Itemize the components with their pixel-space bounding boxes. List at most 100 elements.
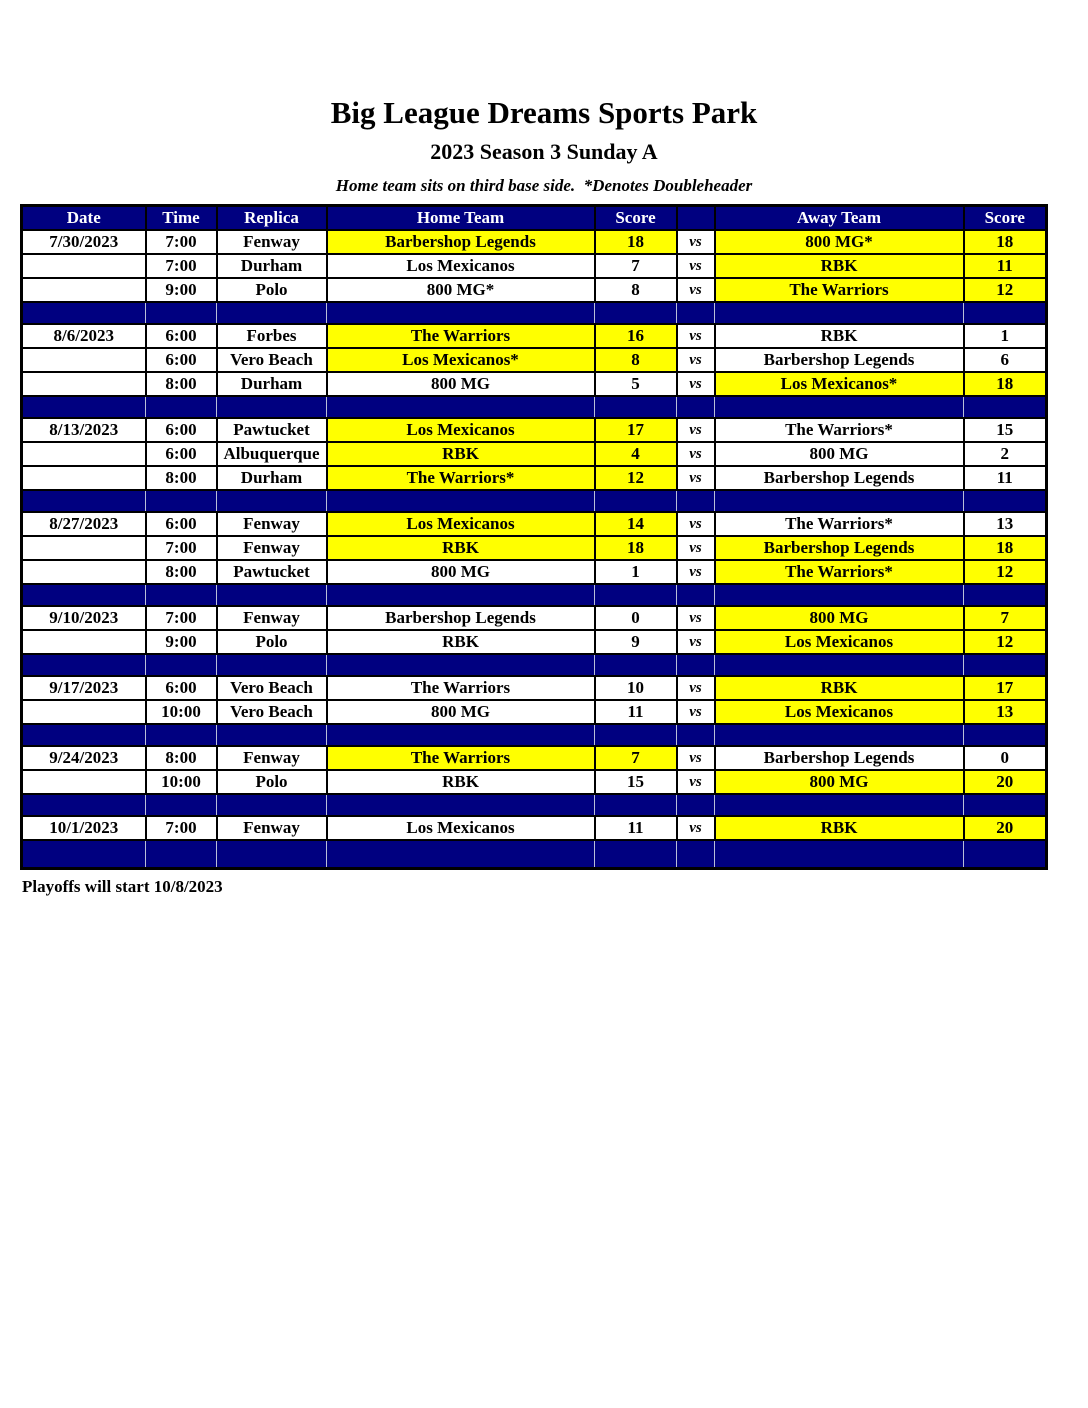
vs-cell: vs — [675, 629, 716, 655]
home-team-cell: Los Mexicanos — [325, 253, 596, 279]
vs-cell: vs — [675, 815, 716, 841]
away-score-cell: 11 — [962, 465, 1048, 491]
time-cell: 10:00 — [144, 769, 218, 795]
game-row: 10/1/2023 7:00 Fenway Los Mexicanos 11 vs RBK 2… — [20, 815, 1048, 841]
separator-cell — [145, 839, 217, 870]
time-cell: 6:00 — [144, 323, 218, 349]
vs-cell: vs — [675, 559, 716, 585]
separator-cell — [326, 723, 595, 747]
home-team-cell: 800 MG — [325, 371, 596, 397]
date-cell: 8/27/2023 — [20, 511, 147, 537]
time-cell: 8:00 — [144, 465, 218, 491]
replica-cell: Polo — [215, 769, 328, 795]
separator-cell — [594, 489, 677, 513]
separator-cell — [963, 653, 1047, 677]
separator-cell — [963, 583, 1047, 607]
date-cell — [20, 371, 147, 397]
schedule-table: Date Time Replica Home Team Score Away Team Sc… — [20, 204, 1048, 870]
date-cell: 9/24/2023 — [20, 745, 147, 771]
vs-cell: vs — [675, 745, 716, 771]
vs-cell: vs — [675, 675, 716, 701]
home-score-cell: 16 — [593, 323, 678, 349]
home-team-cell: Los Mexicanos — [325, 417, 596, 443]
game-row: 8/6/2023 6:00 Forbes The Warriors 16 vs RBK 1 — [20, 323, 1048, 349]
away-team-cell: 800 MG — [713, 769, 965, 795]
home-score-cell: 11 — [593, 815, 678, 841]
home-score-cell: 1 — [593, 559, 678, 585]
replica-cell: Fenway — [215, 511, 328, 537]
home-team-cell: 800 MG — [325, 699, 596, 725]
away-team-cell: The Warriors* — [713, 417, 965, 443]
vs-cell: vs — [675, 347, 716, 373]
replica-cell: Durham — [215, 253, 328, 279]
replica-cell: Fenway — [215, 605, 328, 631]
separator-cell — [714, 653, 964, 677]
vs-cell: vs — [675, 465, 716, 491]
home-score-cell: 5 — [593, 371, 678, 397]
separator-cell — [145, 489, 217, 513]
game-row: 7:00 Fenway RBK 18 vs Barbershop Legends 18 — [20, 535, 1048, 561]
vs-cell: vs — [675, 535, 716, 561]
date-cell: 10/1/2023 — [20, 815, 147, 841]
home-team-cell: The Warriors — [325, 675, 596, 701]
separator-cell — [676, 583, 715, 607]
separator-row — [21, 301, 1047, 325]
playoffs-footer-note: Playoffs will start 10/8/2023 — [22, 877, 223, 896]
home-score-cell: 8 — [593, 347, 678, 373]
separator-cell — [21, 301, 146, 325]
replica-cell: Fenway — [215, 815, 328, 841]
separator-cell — [594, 653, 677, 677]
home-team-cell: RBK — [325, 769, 596, 795]
vs-cell: vs — [675, 253, 716, 279]
separator-cell — [216, 583, 327, 607]
away-score-cell: 15 — [962, 417, 1048, 443]
date-cell: 9/10/2023 — [20, 605, 147, 631]
separator-row — [21, 653, 1047, 677]
date-cell: 8/6/2023 — [20, 323, 147, 349]
home-score-cell: 17 — [593, 417, 678, 443]
vs-cell: vs — [675, 229, 716, 255]
header-row: Date Time Replica Home Team Score Away Team Sc… — [20, 204, 1048, 231]
time-cell: 9:00 — [144, 277, 218, 303]
replica-cell: Albuquerque — [215, 441, 328, 467]
separator-cell — [676, 839, 715, 870]
column-header-replica: Replica — [215, 204, 328, 231]
home-score-cell: 10 — [593, 675, 678, 701]
time-cell: 6:00 — [144, 417, 218, 443]
separator-cell — [21, 395, 146, 419]
away-score-cell: 0 — [962, 745, 1048, 771]
away-score-cell: 17 — [962, 675, 1048, 701]
away-score-cell: 12 — [962, 277, 1048, 303]
away-team-cell: Barbershop Legends — [713, 347, 965, 373]
home-team-cell: RBK — [325, 629, 596, 655]
separator-cell — [21, 653, 146, 677]
home-score-cell: 8 — [593, 277, 678, 303]
away-score-cell: 13 — [962, 699, 1048, 725]
away-team-cell: RBK — [713, 815, 965, 841]
game-row: 9/24/2023 8:00 Fenway The Warriors 7 vs Barber… — [20, 745, 1048, 771]
home-team-cell: The Warriors — [325, 745, 596, 771]
date-cell — [20, 277, 147, 303]
column-header-home-score: Score — [593, 204, 678, 231]
away-team-cell: RBK — [713, 323, 965, 349]
away-team-cell: 800 MG — [713, 441, 965, 467]
separator-cell — [676, 301, 715, 325]
replica-cell: Durham — [215, 465, 328, 491]
away-score-cell: 11 — [962, 253, 1048, 279]
separator-cell — [326, 395, 595, 419]
date-cell — [20, 535, 147, 561]
replica-cell: Vero Beach — [215, 675, 328, 701]
home-score-cell: 11 — [593, 699, 678, 725]
game-row: 8/27/2023 6:00 Fenway Los Mexicanos 14 vs The … — [20, 511, 1048, 537]
separator-cell — [145, 793, 217, 817]
date-cell: 9/17/2023 — [20, 675, 147, 701]
away-team-cell: Los Mexicanos — [713, 699, 965, 725]
away-team-cell: 800 MG* — [713, 229, 965, 255]
home-score-cell: 7 — [593, 745, 678, 771]
separator-cell — [963, 839, 1047, 870]
home-score-cell: 9 — [593, 629, 678, 655]
home-team-cell: Barbershop Legends — [325, 229, 596, 255]
away-team-cell: 800 MG — [713, 605, 965, 631]
vs-cell: vs — [675, 441, 716, 467]
